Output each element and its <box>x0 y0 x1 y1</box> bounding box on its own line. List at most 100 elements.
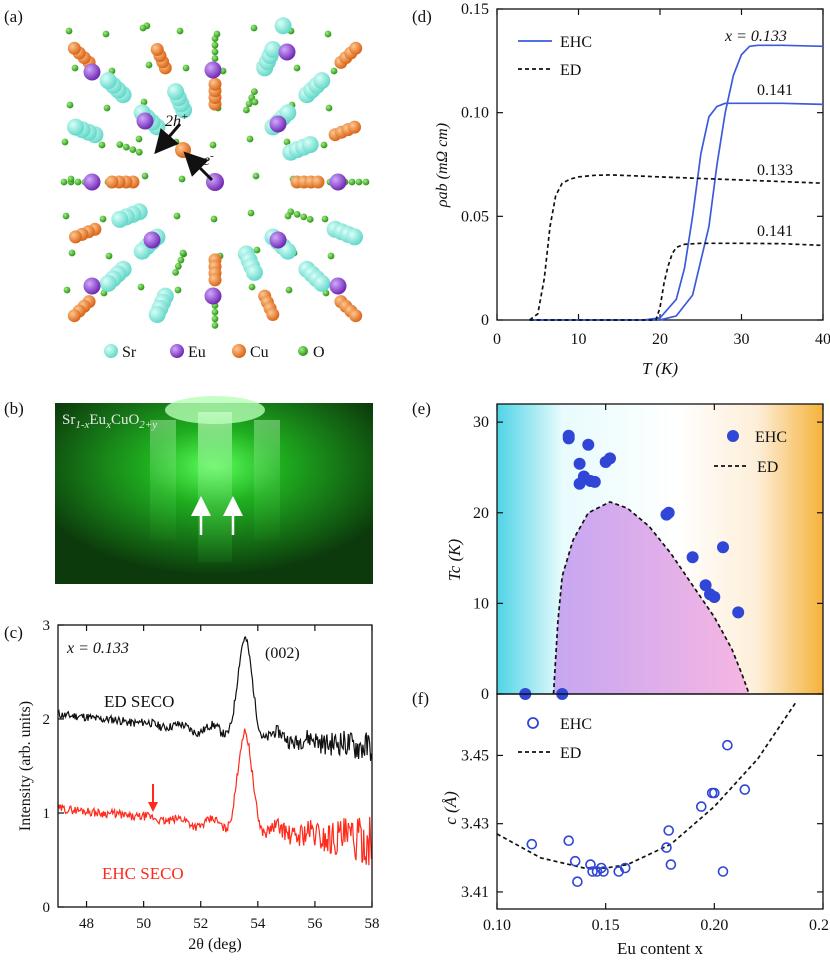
atom-o <box>247 209 255 217</box>
atom-sr <box>111 210 129 228</box>
atom-o <box>300 213 308 221</box>
atom-eu <box>269 231 287 249</box>
atom-o <box>178 175 186 183</box>
atom-o <box>139 24 147 32</box>
atom-cu <box>105 175 119 189</box>
atom-o <box>211 55 219 62</box>
xrd-xtick-label: 48 <box>79 916 94 932</box>
lat-ehc-point <box>695 801 707 812</box>
atom-o <box>99 215 107 223</box>
panel-label-c: (c) <box>4 623 23 642</box>
atom-o <box>306 216 314 223</box>
xrd-axes: 48 50 52 54 56 58 0 1 2 3 <box>43 618 380 932</box>
legend-eu-label: Eu <box>188 344 206 361</box>
xrd-red-arrow-head <box>148 802 158 812</box>
phase-ehc-point <box>708 591 721 603</box>
res-series-1 <box>529 102 824 321</box>
atom-o <box>98 141 106 149</box>
atom-sr <box>148 306 166 323</box>
lat-ehc-point <box>663 825 675 836</box>
atom-cu <box>208 77 222 91</box>
hole-label: 2h+ <box>165 111 188 130</box>
atom-o <box>103 104 111 112</box>
lat-ehc-point <box>717 866 729 877</box>
atom-cu <box>175 142 191 158</box>
lat-xlabel: Eu content x <box>617 939 703 958</box>
atom-o <box>355 178 363 186</box>
panel-label-d: (d) <box>412 7 432 26</box>
lat-xtick-label: 0.15 <box>592 917 620 934</box>
atom-o <box>102 30 110 38</box>
resistivity-curves <box>529 44 824 321</box>
lat-ehc-point <box>739 784 751 795</box>
res-ylabel: ρab (mΩ cm) <box>434 123 451 208</box>
atom-cu <box>266 308 280 321</box>
legend-o-label: O <box>313 344 325 361</box>
lattice-axes: 0.10 0.15 0.20 0.25 3.41 3.43 3.45 <box>461 747 830 934</box>
lat-legend-ehc: EHC <box>560 716 592 733</box>
phase-ehc-point <box>732 606 745 619</box>
rheed-formula: Sr1-xEuxCuO2+y <box>62 412 157 431</box>
atom-o <box>174 286 182 294</box>
atom-o <box>135 135 143 143</box>
xrd-xlabel: 2θ (deg) <box>188 936 241 953</box>
legend-sr-icon <box>104 344 118 358</box>
atom-o <box>253 246 261 254</box>
lat-xtick-label: 0.20 <box>700 917 728 934</box>
res-xtick-label: 20 <box>652 331 668 348</box>
lat-ehc-point <box>587 866 598 877</box>
lat-ehc-point <box>572 876 583 888</box>
res-xtick-label: 40 <box>815 331 830 348</box>
phase-ehc-point <box>717 541 729 554</box>
atom-sr <box>67 118 84 136</box>
lat-xtick-label: 0.25 <box>809 917 830 934</box>
lat-ehc-point <box>708 787 720 799</box>
atom-eu <box>329 277 347 295</box>
atom-o <box>251 88 258 95</box>
atom-o <box>65 27 73 35</box>
panel-label-f: (f) <box>412 689 429 708</box>
res-xlabel: T (K) <box>642 359 678 378</box>
res-ytick-label: 0.05 <box>461 208 489 225</box>
res-ytick-label: 0 <box>481 312 489 329</box>
atom-eu <box>83 277 101 295</box>
atom-sr <box>264 41 282 58</box>
atom-cu <box>208 273 222 287</box>
atom-o <box>172 269 180 276</box>
atom-o <box>252 172 260 180</box>
atom-o <box>285 286 293 294</box>
atom-o <box>211 41 219 49</box>
lat-ehc-point <box>665 859 677 870</box>
lat-ehc-point <box>526 838 538 850</box>
atom-eu <box>329 173 347 191</box>
atom-o <box>250 24 258 32</box>
atom-o <box>62 212 70 220</box>
crystal-structure <box>60 17 370 329</box>
phase-dome <box>553 501 750 694</box>
xrd-ehc-label: EHC SECO <box>102 864 184 883</box>
electron-label: e- <box>203 150 214 169</box>
atom-o <box>348 178 356 186</box>
atom-o <box>116 141 124 149</box>
atom-sr <box>99 72 117 90</box>
lat-ehc-point <box>619 862 631 874</box>
legend-cu-icon <box>232 344 246 358</box>
phase-ehc-point <box>662 506 675 519</box>
phase-ehc-point <box>604 452 616 465</box>
phase-ehc-point <box>686 551 699 564</box>
xrd-chart: 48 50 52 54 56 58 0 1 2 3 x = 0.133 (002) ED SECO… <box>17 618 380 953</box>
phase-ytick-label: 30 <box>473 414 489 431</box>
panel-label-e: (e) <box>412 399 431 418</box>
lattice-chart: 0.10 0.15 0.20 0.25 3.41 3.43 3.45 EHC ED Eu c… <box>441 693 830 958</box>
atom-o <box>211 322 219 329</box>
atom-o <box>174 262 182 270</box>
atom-cu <box>67 41 81 55</box>
lat-legend-ehc-icon <box>527 717 539 729</box>
crystal-hole-arrow: 2h+ <box>154 111 188 155</box>
legend-sr-label: Sr <box>122 344 137 361</box>
lat-ylabel: c (Å) <box>441 791 460 825</box>
lat-ehc-point <box>585 859 596 870</box>
panel-label-a: (a) <box>4 7 23 26</box>
